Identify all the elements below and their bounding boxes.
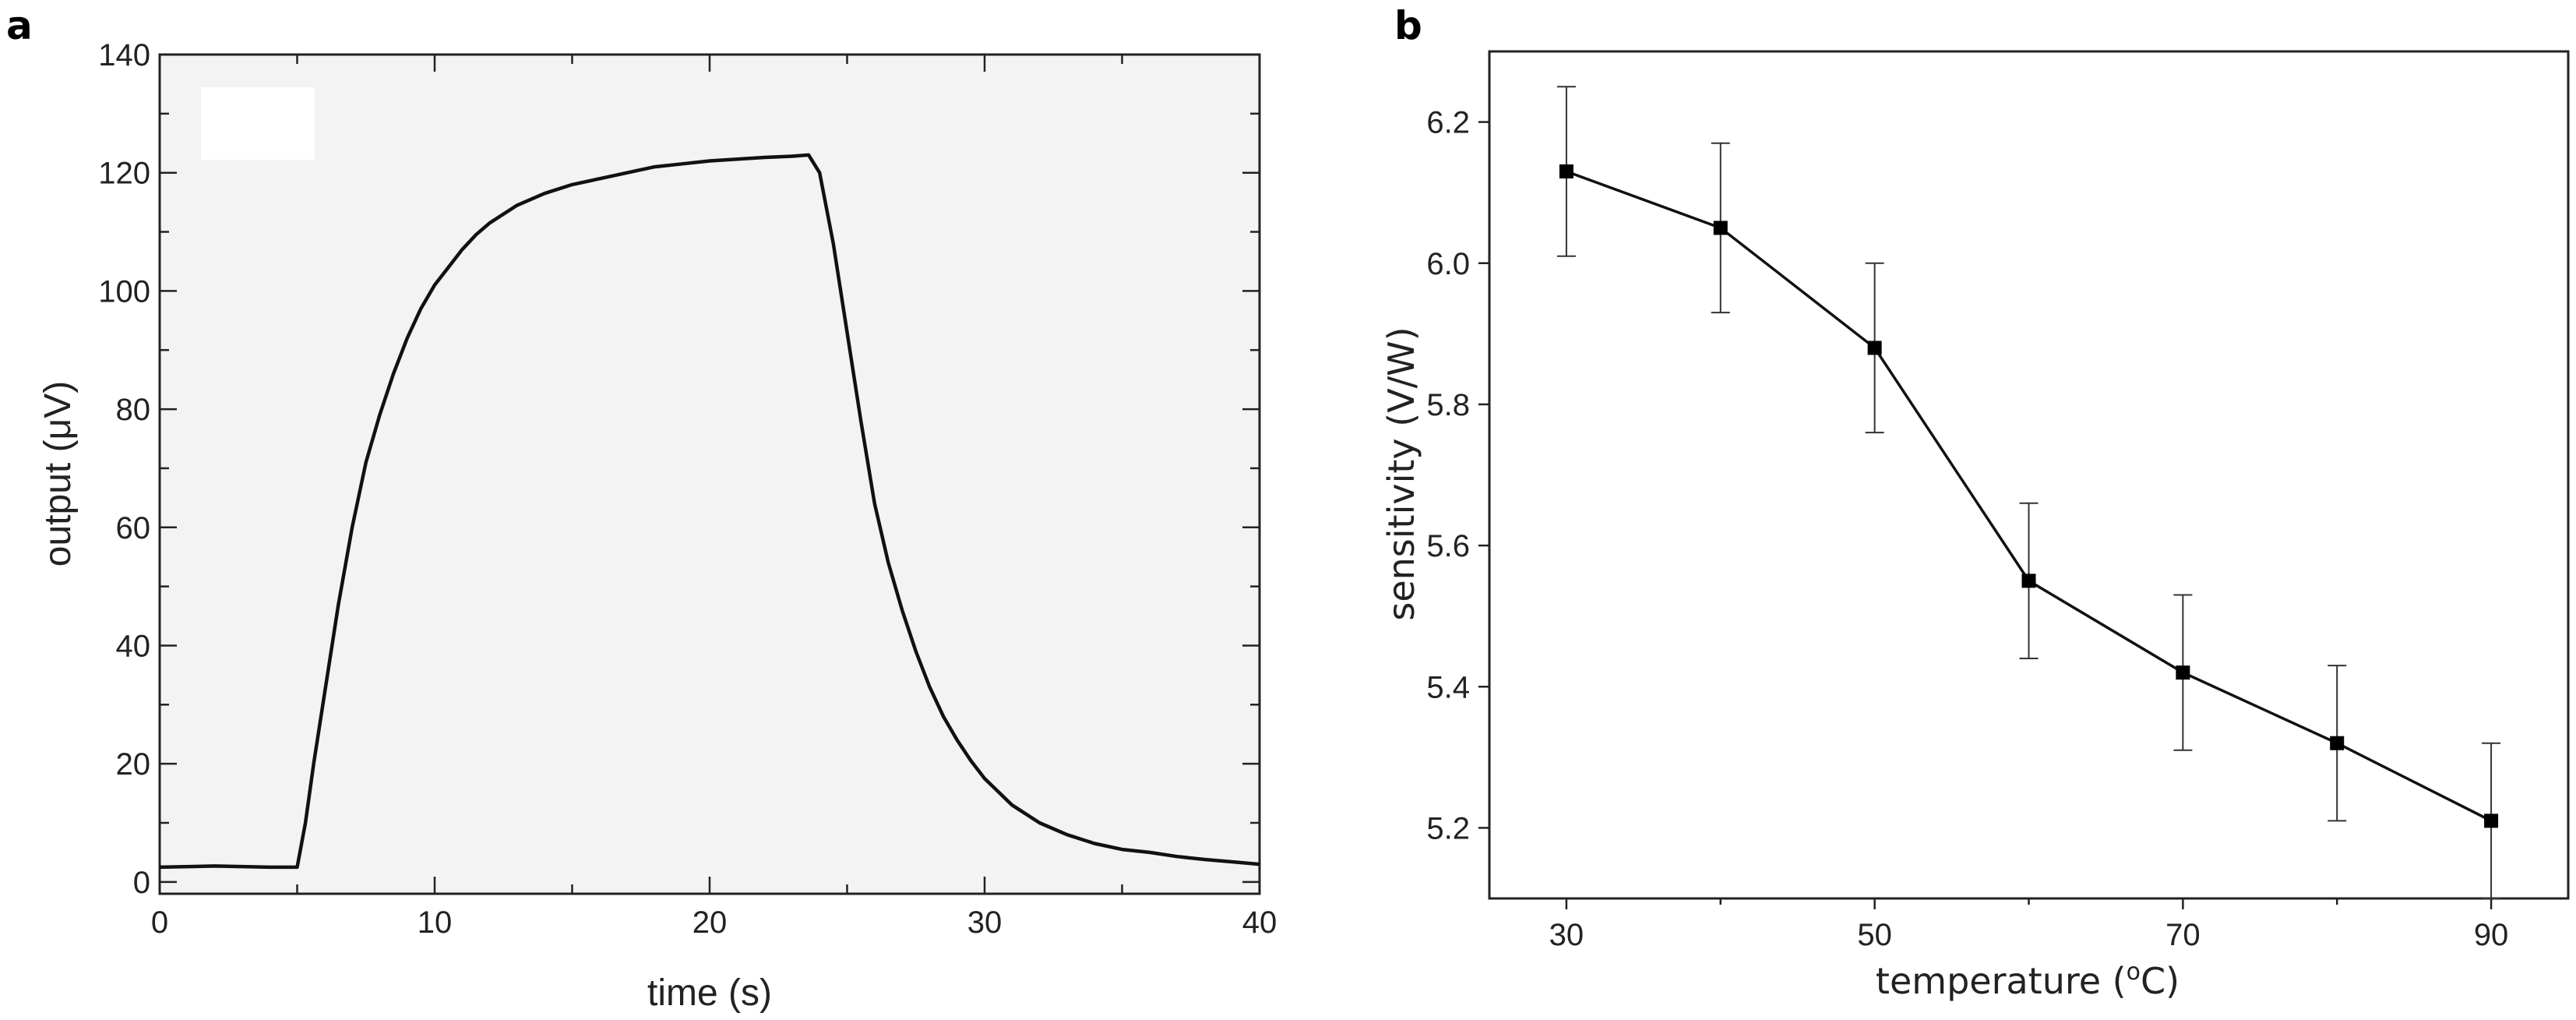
- panel-b-y-tick-label: 6.2: [1426, 106, 1470, 140]
- panel-b: b 30 50 70 90 5.2 5.4 5.6 5.8 6.0 6.2 temperature…: [1380, 3, 2570, 1002]
- panel-b-markers: [1559, 164, 2499, 828]
- panel-b-data-point: [2021, 574, 2036, 588]
- panel-b-y-tick-label: 5.4: [1426, 670, 1470, 704]
- panel-a-x-axis-title: time (s): [647, 972, 772, 1014]
- panel-b-label: b: [1394, 3, 1422, 48]
- panel-b-tick-labels: 30 50 70 90 5.2 5.4 5.6 5.8 6.0 6.2: [1426, 106, 2508, 952]
- panel-a-y-tick-label: 80: [116, 393, 151, 427]
- panel-b-y-tick-label: 6.0: [1426, 247, 1470, 281]
- panel-b-y-axis-title: sensitivity (V/W): [1380, 326, 1422, 620]
- panel-b-ticks: [1478, 121, 2493, 909]
- panel-a-output-line: [159, 153, 1260, 870]
- panel-a-y-tick-label: 100: [98, 274, 150, 309]
- panel-a-y-tick-label: 120: [98, 157, 150, 191]
- panel-a-y-tick-label: 0: [133, 866, 150, 900]
- panel-b-data-point: [2330, 736, 2345, 750]
- panel-b-data-point: [1713, 221, 1728, 235]
- panel-a-x-tick-label: 20: [692, 905, 728, 940]
- panel-a-y-tick-label: 140: [98, 38, 150, 72]
- panel-a-x-tick-label: 30: [967, 905, 1003, 940]
- panel-a-x-tick-label: 10: [418, 905, 453, 940]
- panel-b-y-tick-label: 5.2: [1426, 811, 1470, 845]
- panel-b-data-point: [2484, 814, 2499, 828]
- panel-a: a 0 10 20 30 40 0 20 40 60 80 100 120 140 time (s) o…: [6, 3, 1277, 1014]
- panel-b-y-tick-label: 5.6: [1426, 529, 1470, 563]
- panel-b-data-point: [1559, 164, 1573, 178]
- panel-b-plot-frame: [1488, 50, 2570, 900]
- panel-b-x-axis-title-suffix: C): [2141, 960, 2180, 1002]
- panel-b-x-tick-label: 70: [2165, 918, 2201, 952]
- panel-a-tick-labels: 0 10 20 30 40 0 20 40 60 80 100 120 140: [98, 38, 1277, 940]
- panel-a-ticks: [158, 53, 1261, 894]
- panel-a-plot-frame: [158, 53, 1261, 895]
- panel-a-legend-box: [201, 87, 315, 160]
- panel-a-x-tick-label: 40: [1242, 905, 1277, 940]
- panel-b-data-point: [2176, 665, 2190, 680]
- panel-a-y-axis-title: output (μV): [37, 381, 79, 566]
- panel-b-x-axis-title-sup: o: [2127, 958, 2141, 986]
- panel-a-x-tick-label: 0: [151, 905, 168, 940]
- panel-b-x-tick-label: 90: [2474, 918, 2509, 952]
- panel-a-label: a: [6, 3, 33, 48]
- panel-b-x-tick-label: 30: [1549, 918, 1584, 952]
- panel-a-y-tick-label: 60: [116, 511, 151, 545]
- panel-a-y-tick-label: 40: [116, 629, 151, 663]
- panel-a-y-tick-label: 20: [116, 747, 151, 782]
- panel-b-x-axis-title-main: temperature (: [1876, 960, 2127, 1002]
- panel-b-x-axis-title: temperature (oC): [1876, 958, 2180, 1002]
- panel-b-x-tick-label: 50: [1857, 918, 1892, 952]
- panel-b-data-point: [1867, 341, 1882, 355]
- panel-b-y-tick-label: 5.8: [1426, 388, 1470, 422]
